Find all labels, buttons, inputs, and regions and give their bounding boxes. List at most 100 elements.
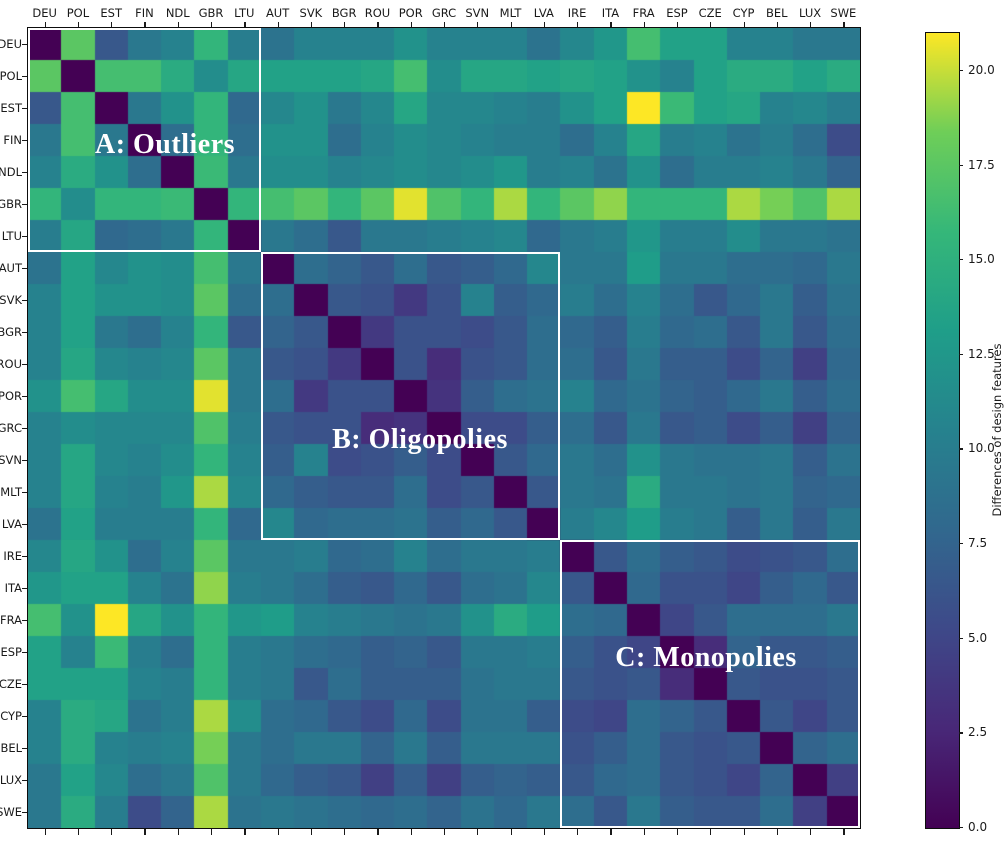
axis-tick-mark — [111, 22, 113, 28]
cluster-label-outliers: A: Outliers — [94, 129, 236, 160]
axis-tick-mark — [510, 22, 512, 28]
colorbar-tick-mark — [959, 259, 963, 261]
axis-tick-mark — [22, 140, 28, 142]
y-tick-label: GBR — [0, 197, 22, 211]
colorbar-tick-label: 12.5 — [968, 346, 995, 361]
y-tick-label: FIN — [3, 133, 22, 147]
axis-tick-mark — [743, 829, 745, 835]
colorbar-tick-label: 7.5 — [968, 536, 988, 551]
y-tick-label: CZE — [0, 677, 22, 691]
axis-tick-mark — [410, 829, 412, 835]
axis-tick-mark — [22, 684, 28, 686]
y-tick-label: POR — [0, 389, 22, 403]
y-tick-label: BEL — [0, 741, 22, 755]
axis-tick-mark — [144, 22, 146, 28]
colorbar-tick-mark — [959, 69, 963, 72]
axis-tick-mark — [510, 829, 512, 835]
x-tick-label: DEU — [32, 6, 57, 20]
axis-tick-mark — [577, 22, 579, 28]
y-tick-label: BGR — [0, 325, 22, 339]
axis-tick-mark — [22, 268, 28, 270]
axis-tick-mark — [444, 22, 446, 28]
axis-tick-mark — [77, 22, 80, 28]
plot-area — [27, 27, 861, 829]
cluster-label-monopolies: C: Monopolies — [615, 642, 797, 673]
axis-tick-mark — [344, 22, 346, 28]
axis-tick-mark — [543, 22, 546, 28]
y-tick-label: GRC — [0, 421, 22, 435]
colorbar-tick-label: 5.0 — [968, 630, 988, 645]
y-tick-label: FRA — [0, 613, 22, 627]
axis-tick-mark — [310, 829, 313, 835]
axis-tick-mark — [22, 108, 28, 110]
axis-tick-mark — [22, 492, 28, 494]
x-tick-label: IRE — [567, 6, 587, 20]
colorbar-tick-mark — [959, 543, 963, 545]
axis-tick-mark — [22, 44, 28, 46]
colorbar-tick-label: 10.0 — [968, 441, 995, 456]
axis-tick-mark — [810, 829, 812, 835]
axis-tick-mark — [22, 524, 28, 526]
axis-tick-mark — [244, 22, 246, 28]
axis-tick-mark — [22, 204, 28, 206]
y-tick-label: SVN — [0, 453, 22, 467]
axis-tick-mark — [776, 22, 778, 28]
x-tick-label: POR — [398, 6, 423, 20]
heatmap-canvas — [28, 28, 860, 828]
colorbar-tick-mark — [959, 637, 963, 639]
axis-tick-mark — [44, 22, 46, 28]
axis-tick-mark — [211, 829, 213, 835]
axis-tick-mark — [477, 829, 479, 835]
x-tick-label: EST — [100, 6, 122, 20]
x-tick-label: POL — [66, 6, 90, 20]
y-tick-label: LUX — [0, 773, 22, 787]
axis-tick-mark — [643, 22, 645, 28]
y-tick-label: SVK — [0, 293, 22, 307]
colorbar-tick-label: 15.0 — [968, 252, 995, 267]
axis-tick-mark — [344, 829, 346, 835]
axis-tick-mark — [177, 22, 179, 28]
x-tick-label: SVK — [299, 6, 323, 20]
axis-tick-mark — [277, 829, 279, 835]
axis-tick-mark — [610, 829, 612, 835]
colorbar-tick-mark — [959, 827, 963, 829]
colorbar-tick-label: 0.0 — [968, 820, 988, 834]
axis-tick-mark — [22, 460, 28, 462]
axis-tick-mark — [577, 829, 579, 835]
colorbar-axis-label: Differences of design features — [990, 343, 1004, 517]
axis-tick-mark — [410, 22, 412, 28]
axis-tick-mark — [144, 829, 146, 835]
y-tick-label: IRE — [3, 549, 22, 563]
y-tick-label: NDL — [0, 165, 22, 179]
axis-tick-mark — [22, 428, 28, 430]
colorbar-gradient — [926, 33, 959, 828]
x-tick-label: LTU — [234, 6, 255, 20]
axis-tick-mark — [22, 716, 28, 718]
axis-tick-mark — [77, 829, 80, 835]
y-tick-label: EST — [0, 101, 22, 115]
axis-tick-mark — [843, 22, 845, 28]
axis-tick-mark — [810, 22, 812, 28]
axis-tick-mark — [211, 22, 213, 28]
x-tick-label: SVN — [465, 6, 490, 20]
x-tick-label: BEL — [766, 6, 788, 20]
axis-tick-mark — [676, 829, 679, 835]
y-tick-label: AUT — [0, 261, 22, 275]
axis-tick-mark — [22, 620, 28, 622]
axis-tick-mark — [22, 588, 28, 590]
colorbar — [925, 32, 960, 829]
y-tick-label: LVA — [1, 517, 22, 531]
axis-tick-mark — [277, 22, 279, 28]
axis-tick-mark — [22, 652, 28, 654]
x-tick-label: LVA — [533, 6, 554, 20]
axis-tick-mark — [22, 172, 28, 174]
axis-tick-mark — [22, 300, 28, 302]
colorbar-tick-mark — [959, 164, 963, 166]
y-tick-label: POL — [0, 69, 22, 83]
axis-tick-mark — [676, 22, 679, 28]
axis-tick-mark — [710, 829, 712, 835]
axis-tick-mark — [22, 556, 28, 558]
axis-tick-mark — [377, 829, 379, 835]
x-tick-label: AUT — [265, 6, 290, 20]
